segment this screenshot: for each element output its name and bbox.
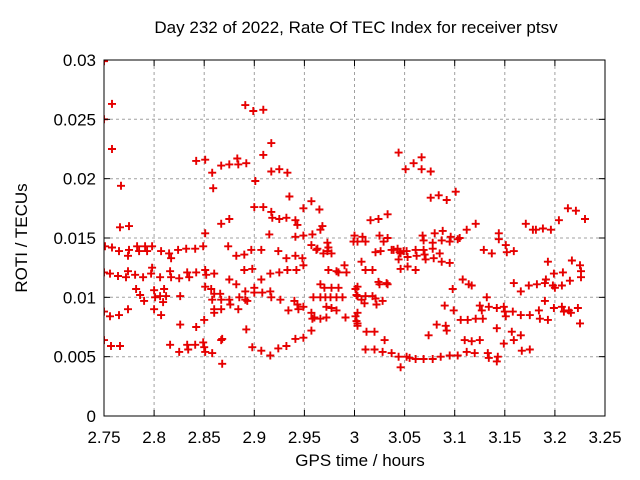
chart-title: Day 232 of 2022, Rate Of TEC Index for r… xyxy=(154,18,558,37)
x-tick-label: 2.85 xyxy=(188,428,221,447)
x-tick-label: 3.1 xyxy=(443,428,467,447)
y-tick-label: 0.02 xyxy=(63,170,96,189)
x-tick-label: 2.8 xyxy=(142,428,166,447)
y-tick-label: 0.005 xyxy=(53,348,96,367)
y-tick-label: 0.025 xyxy=(53,110,96,129)
x-tick-label: 3.25 xyxy=(588,428,621,447)
y-axis-label: ROTI / TECUs xyxy=(12,183,31,292)
x-tick-label: 2.95 xyxy=(288,428,321,447)
x-tick-label: 3.2 xyxy=(543,428,567,447)
y-tick-label: 0 xyxy=(87,407,96,426)
x-tick-label: 2.75 xyxy=(87,428,120,447)
y-tick-label: 0.03 xyxy=(63,51,96,70)
scatter-points xyxy=(104,60,589,372)
generated-plot-layers: 2.75 2.8 2.85 2.9 2.95 3 3.05 3.1 3.15 3.2 3.25 0 0.… xyxy=(53,51,621,447)
x-tick-label: 3.15 xyxy=(488,428,521,447)
x-axis-label: GPS time / hours xyxy=(295,451,424,470)
y-tick-label: 0.01 xyxy=(63,288,96,307)
y-tick-label: 0.015 xyxy=(53,229,96,248)
x-tick-label: 3 xyxy=(350,428,359,447)
x-tick-label: 2.9 xyxy=(242,428,266,447)
x-tick-label: 3.05 xyxy=(388,428,421,447)
